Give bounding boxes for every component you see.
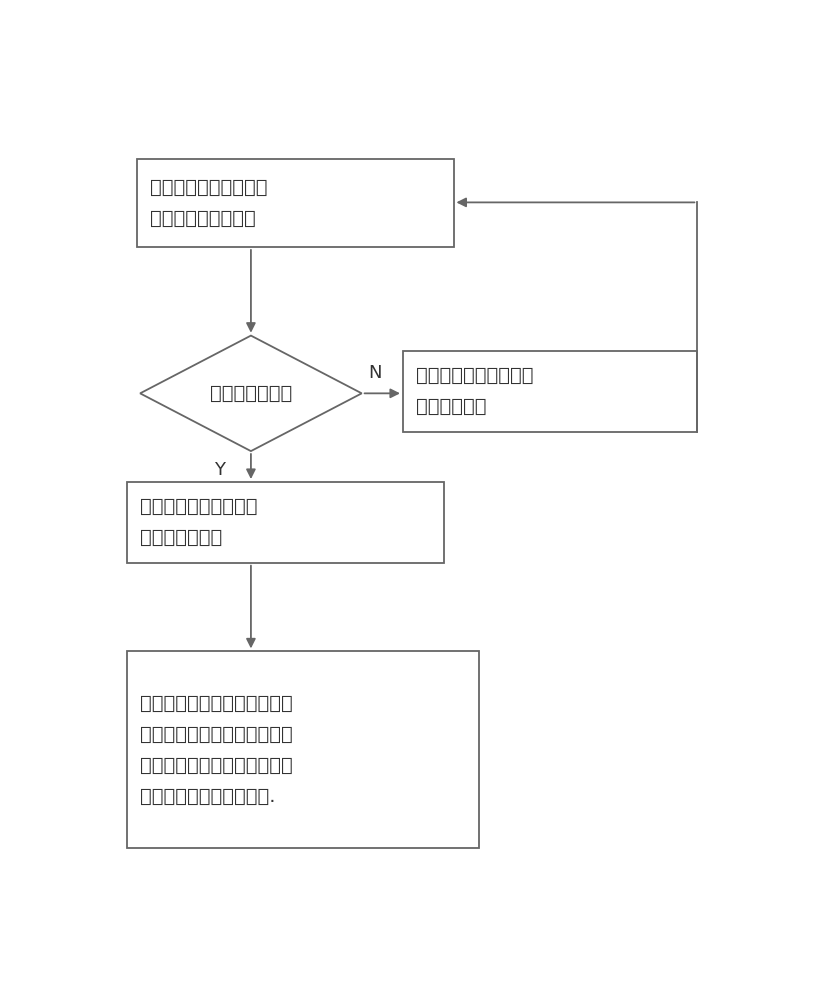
FancyBboxPatch shape [127, 482, 444, 563]
Text: 锻造液压机的检测系统
对中压电机状态检测: 锻造液压机的检测系统 对中压电机状态检测 [150, 178, 267, 228]
FancyBboxPatch shape [127, 651, 479, 848]
Text: Y: Y [214, 461, 225, 479]
Text: 液压机能否工作: 液压机能否工作 [210, 384, 292, 403]
FancyBboxPatch shape [403, 351, 698, 432]
FancyBboxPatch shape [137, 158, 453, 247]
Text: 锻造液压机的中压电机
驱动比例泵工作: 锻造液压机的中压电机 驱动比例泵工作 [141, 497, 257, 547]
Text: 锻造液压机进入工件压制动作
阶段，当功率达到中压电机的
额定值后进入恒功率闭环控制
并完成工件压制成型动作.: 锻造液压机进入工件压制动作 阶段，当功率达到中压电机的 额定值后进入恒功率闭环控… [141, 694, 292, 806]
Polygon shape [141, 336, 362, 451]
Text: N: N [368, 364, 382, 382]
Text: 检测系统发出报警信号
并提示故障点: 检测系统发出报警信号 并提示故障点 [416, 366, 533, 416]
